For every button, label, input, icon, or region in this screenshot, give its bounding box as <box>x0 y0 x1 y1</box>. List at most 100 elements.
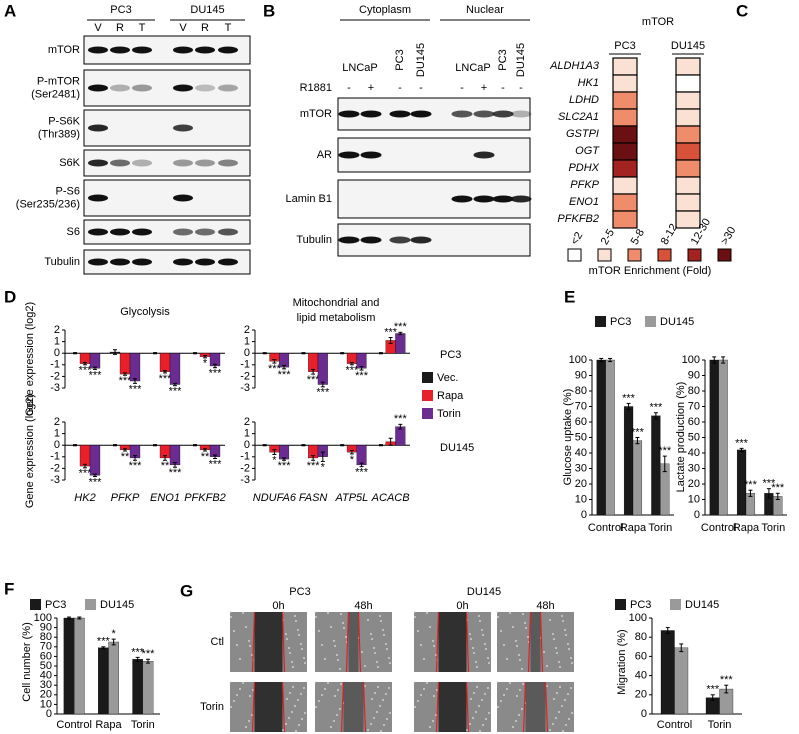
significance: * <box>272 454 277 466</box>
time-label: 48h <box>536 600 554 612</box>
bar <box>718 359 728 516</box>
treatment-sign: + <box>481 82 487 94</box>
heatmap-xlabel: mTOR Enrichment (Fold) <box>589 265 712 277</box>
y-tick-label: 100 <box>682 354 700 366</box>
row-label: HK1 <box>578 77 599 89</box>
significance: *** <box>631 426 645 438</box>
cell-speck <box>525 627 527 629</box>
x-tick-label: PFKFB2 <box>184 492 226 504</box>
blot-band <box>173 194 193 202</box>
significance: *** <box>209 368 223 380</box>
cell-speck <box>374 652 376 654</box>
cell-speck <box>420 644 422 646</box>
significance: *** <box>771 482 785 494</box>
cell-speck <box>300 693 302 695</box>
cell-speck <box>245 726 247 728</box>
blot-band <box>173 84 193 92</box>
y-tick-label: 40 <box>40 670 52 682</box>
cell-speck <box>236 694 238 696</box>
heatmap-cell <box>612 91 638 110</box>
y-tick-label: 70 <box>40 641 52 653</box>
cell-speck <box>251 654 253 656</box>
blot-panel <box>83 179 251 217</box>
cell-speck <box>282 729 284 731</box>
row-label: Tubulin <box>296 234 332 246</box>
lane-label: V <box>94 22 102 34</box>
bar <box>709 359 719 516</box>
blot-band <box>218 46 238 54</box>
y-tick-label: 80 <box>575 385 587 397</box>
cell-speck <box>522 683 524 685</box>
y-tick-label: 60 <box>688 416 700 428</box>
cell-speck <box>571 712 573 714</box>
significance: *** <box>706 684 720 696</box>
heatmap-cell <box>612 176 638 195</box>
blot-band <box>132 228 152 236</box>
panel-letter: A <box>4 1 16 20</box>
blot-band <box>338 151 360 159</box>
y-tick-label: 90 <box>40 622 52 634</box>
heatmap-cell <box>675 193 701 212</box>
y-tick-label: 1 <box>54 336 60 348</box>
cell-speck <box>485 718 487 720</box>
cell-speck <box>336 714 338 716</box>
cell-speck <box>249 695 251 697</box>
cell-speck <box>288 717 290 719</box>
y-tick-label: 100 <box>569 354 587 366</box>
panel-letter: G <box>180 581 193 600</box>
significance: *** <box>307 460 321 472</box>
cell-speck <box>315 616 317 618</box>
heatmap-cell <box>612 193 638 212</box>
bar <box>142 661 154 715</box>
blot-band <box>473 151 495 159</box>
bar <box>651 415 661 516</box>
cell-speck <box>337 689 339 691</box>
significance: *** <box>119 375 133 387</box>
blot-band <box>473 195 495 203</box>
y-tick-label: 1 <box>54 428 60 440</box>
treatment-label: R1881 <box>300 82 332 94</box>
blot-band <box>492 195 514 203</box>
cell-speck <box>314 611 316 613</box>
cell-speck <box>303 687 305 689</box>
legend-label: >30 <box>719 225 739 247</box>
cell-speck <box>304 712 306 714</box>
x-tick-label: Torin <box>761 522 785 534</box>
heatmap-cell <box>612 74 638 93</box>
row-label: OGT <box>575 145 600 157</box>
bar <box>623 406 634 516</box>
cell-speck <box>496 611 498 613</box>
significance: *** <box>89 476 103 488</box>
cell-speck <box>414 706 416 708</box>
cell-speck <box>304 662 306 664</box>
cell-speck <box>473 692 475 694</box>
cell-speck <box>488 662 490 664</box>
cell-speck <box>485 648 487 650</box>
cell-speck <box>380 730 382 732</box>
x-tick-label: Torin <box>648 522 672 534</box>
cell-speck <box>388 657 390 659</box>
condition-label: Ctl <box>211 636 224 648</box>
cell-speck <box>371 698 373 700</box>
cell-speck <box>475 711 477 713</box>
y-tick-label: -2 <box>50 370 60 382</box>
scratch-gap <box>343 682 364 732</box>
scratch-edge <box>251 681 256 733</box>
row-label: PDHX <box>568 162 599 174</box>
y-tick-label: 70 <box>575 400 587 412</box>
blot-band <box>410 110 432 118</box>
cell-speck <box>233 700 235 702</box>
y-tick-label: 50 <box>575 431 587 443</box>
y-tick-label: 20 <box>40 689 52 701</box>
cell-speck <box>324 658 326 660</box>
blot-band <box>173 124 193 132</box>
y-tick-label: 100 <box>629 612 647 624</box>
bar <box>132 659 143 715</box>
blot-band <box>110 159 130 167</box>
treatment-sign: - <box>419 82 423 94</box>
heatmap-cell <box>612 142 638 161</box>
cell-speck <box>294 615 296 617</box>
bar <box>632 440 643 516</box>
cell-speck <box>295 730 297 732</box>
blot-band <box>338 110 360 118</box>
